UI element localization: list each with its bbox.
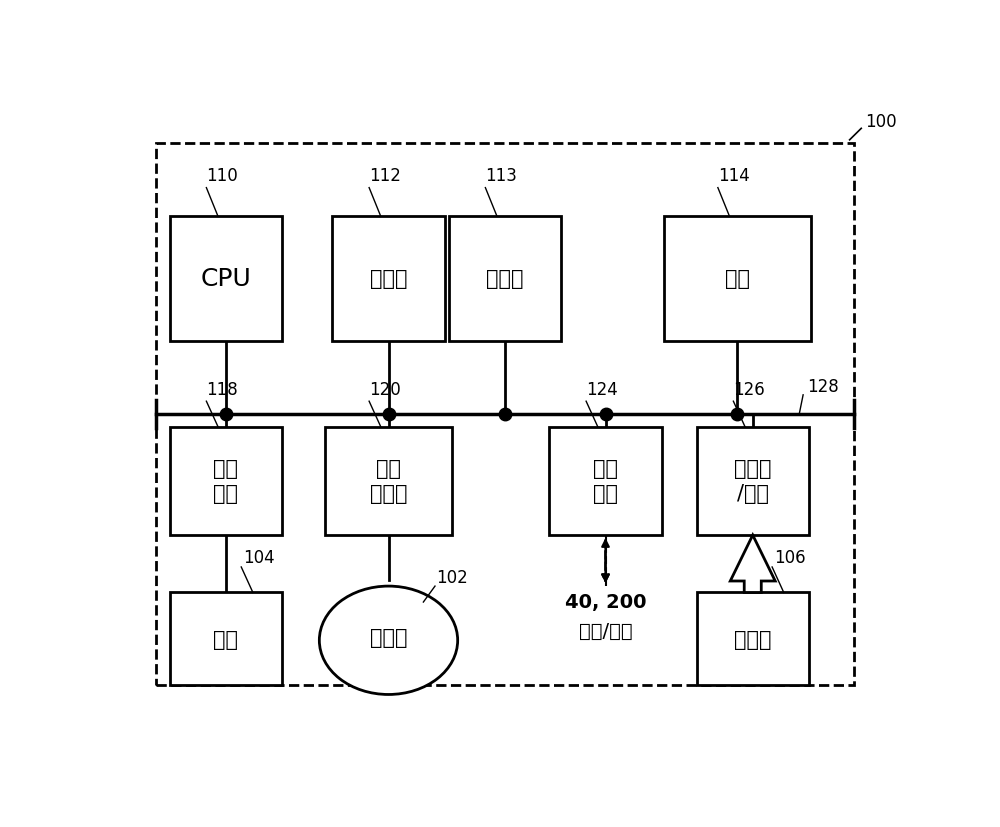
Text: 114: 114: [718, 167, 750, 185]
Bar: [170, 428, 282, 535]
Text: 通信
接口: 通信 接口: [593, 459, 618, 504]
Text: 显示
控制器: 显示 控制器: [370, 459, 407, 504]
Text: 118: 118: [206, 380, 238, 399]
Text: 126: 126: [733, 380, 765, 399]
Bar: [697, 593, 809, 685]
Text: 存储卡: 存储卡: [734, 629, 772, 649]
Text: 100: 100: [865, 113, 897, 131]
Text: 102: 102: [437, 568, 468, 586]
Text: 硬盘: 硬盘: [725, 269, 750, 289]
Text: 124: 124: [586, 380, 618, 399]
Text: 数据读
/写器: 数据读 /写器: [734, 459, 772, 504]
Bar: [664, 217, 811, 342]
Polygon shape: [730, 535, 775, 593]
Text: 计时器: 计时器: [486, 269, 524, 289]
Text: 113: 113: [485, 167, 517, 185]
Bar: [697, 428, 809, 535]
Ellipse shape: [319, 586, 458, 695]
Text: 112: 112: [369, 167, 401, 185]
Text: 106: 106: [774, 548, 805, 566]
Text: CPU: CPU: [200, 267, 251, 291]
Text: 128: 128: [807, 377, 839, 395]
Text: 104: 104: [243, 548, 274, 566]
Bar: [325, 428, 452, 535]
Bar: [332, 217, 445, 342]
Text: 120: 120: [369, 380, 401, 399]
Bar: [156, 144, 854, 685]
Bar: [170, 217, 282, 342]
Bar: [549, 428, 662, 535]
Text: 110: 110: [206, 167, 238, 185]
Bar: [170, 593, 282, 685]
Text: 显示器: 显示器: [370, 628, 407, 648]
Text: 存储器: 存储器: [370, 269, 407, 289]
Text: 键盘: 键盘: [213, 629, 238, 649]
Text: 输入/输出: 输入/输出: [579, 621, 632, 640]
Text: 输入
接口: 输入 接口: [213, 459, 238, 504]
Bar: [449, 217, 561, 342]
Text: 40, 200: 40, 200: [565, 593, 646, 612]
